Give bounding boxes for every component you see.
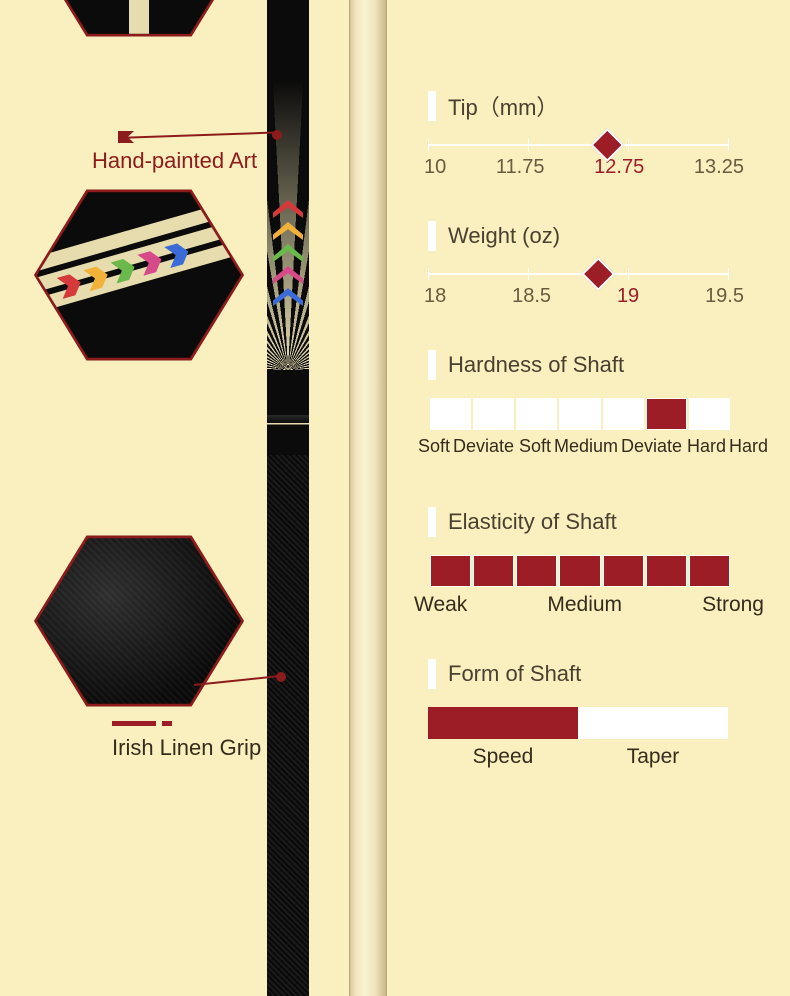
form-taper-half [578,707,728,739]
hardness-bar [430,398,730,430]
section-title: Form of Shaft [448,661,581,687]
tip-scale-labels: 10 11.75 12.75 13.25 [424,156,744,179]
elasticity-label: Weak [414,593,467,617]
scale-label: 11.75 [496,156,545,179]
section-title: Elasticity of Shaft [448,509,617,535]
scale-label: 13.25 [694,156,744,179]
elasticity-label: Strong [702,593,764,617]
hex-grip-preview [34,530,244,712]
spec-elasticity: Elasticity of Shaft WeakMediumStrong [418,507,770,617]
underline-accent [112,721,156,726]
cue-butt [267,0,309,996]
section-accent-bar [428,91,436,121]
form-speed-half [428,707,578,739]
form-labels: Speed Taper [428,745,728,769]
form-bar [428,707,728,739]
section-title: Tip（mm） [448,90,558,122]
section-accent-bar [428,659,436,689]
pointer-dot [276,672,286,682]
scale-label: 19.5 [705,285,744,308]
spec-weight: Weight (oz) 18 18.5 19 19.5 [418,221,770,308]
spec-form: Form of Shaft Speed Taper [418,659,770,769]
elasticity-labels: Weak Medium Strong [414,593,764,617]
section-title: Weight (oz) [448,223,560,249]
scale-label: 19 [617,285,639,308]
elasticity-label: Medium [547,593,622,617]
callout-art-label: Hand-painted Art [92,148,257,174]
section-accent-bar [428,507,436,537]
scale-label: 12.75 [594,156,644,179]
scale-label: 18 [424,285,446,308]
spec-hardness: Hardness of Shaft SoftDeviate SoftMedium… [418,350,770,457]
weight-slider [428,273,728,275]
elasticity-bar [430,555,730,587]
section-title: Hardness of Shaft [448,352,624,378]
hardness-label: Medium [554,436,618,457]
hardness-label: Hard [729,436,768,457]
hex-top-preview [34,0,244,42]
cue-illustration [263,0,388,996]
hardness-label: Soft [418,436,450,457]
spec-tip: Tip（mm） 10 11.75 12.75 13.25 [418,90,770,179]
scale-label: 18.5 [512,285,551,308]
cue-shaft [349,0,387,996]
tip-slider [428,144,728,146]
hardness-label: Deviate Hard [621,436,726,457]
hardness-label: Deviate Soft [453,436,551,457]
pointer-line [118,131,278,139]
scale-label: 10 [424,156,446,179]
hex-art-preview [34,184,244,366]
form-label-speed: Speed [428,745,578,769]
weight-scale-labels: 18 18.5 19 19.5 [424,285,744,308]
pointer-dot [272,130,282,140]
underline-accent [162,721,172,726]
hardness-labels: SoftDeviate SoftMediumDeviate HardHard [418,436,768,457]
form-label-taper: Taper [578,745,728,769]
section-accent-bar [428,221,436,251]
section-accent-bar [428,350,436,380]
callout-grip-label: Irish Linen Grip [112,735,261,761]
specs-panel: Tip（mm） 10 11.75 12.75 13.25 Weight (oz) 18… [418,90,770,811]
